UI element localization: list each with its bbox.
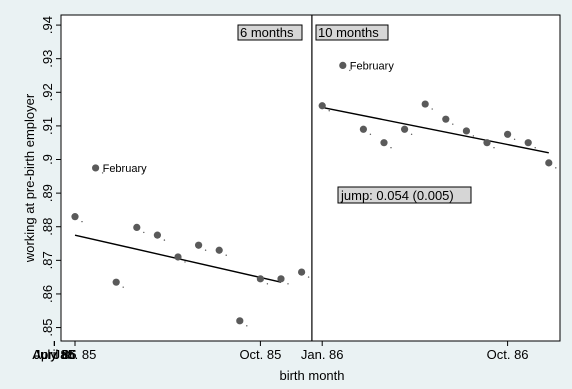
point-shadow <box>246 325 248 327</box>
point-shadow <box>143 231 145 234</box>
label-box-10-months: 10 months <box>315 24 389 41</box>
plot-area <box>60 14 561 342</box>
data-point <box>153 231 161 239</box>
point-shadow <box>493 147 495 149</box>
data-point <box>483 139 491 147</box>
data-point <box>339 61 347 70</box>
data-point <box>92 164 100 172</box>
point-shadow <box>328 110 330 112</box>
data-points <box>71 61 557 327</box>
x-axis-title: birth month <box>279 368 344 383</box>
y-tick-label: .85 <box>40 319 55 337</box>
point-shadow <box>390 147 392 149</box>
data-point <box>174 253 182 261</box>
point-shadow <box>410 133 413 135</box>
data-point <box>277 275 285 283</box>
data-point <box>421 100 429 108</box>
y-tick-label: .89 <box>40 184 55 202</box>
point-shadow <box>266 283 269 285</box>
y-tick-label: .87 <box>40 251 55 269</box>
x-tick-label: July 86 <box>34 347 75 362</box>
x-tick-label: April 86 <box>32 347 76 362</box>
point-shadow <box>472 135 475 137</box>
point-shadow <box>555 167 557 169</box>
x-tick-label: April 85 <box>32 347 76 362</box>
point-shadow <box>534 147 536 149</box>
fit-line <box>322 106 549 154</box>
data-point <box>256 275 264 283</box>
x-tick-label: Jan. 86 <box>301 347 344 362</box>
point-shadow <box>204 249 207 251</box>
data-point <box>236 317 244 325</box>
label-box-jump: jump: 0.054 (0.005) <box>337 186 472 204</box>
data-point <box>524 139 532 147</box>
data-point <box>401 125 409 133</box>
point-shadow <box>349 69 351 72</box>
data-point <box>298 268 306 276</box>
data-point <box>71 213 79 221</box>
y-tick-label: .92 <box>40 83 55 101</box>
x-tick-label: Oct. 86 <box>487 347 529 362</box>
label-10-months: 10 months <box>318 25 379 40</box>
point-shadow <box>163 239 166 241</box>
point-shadow <box>81 220 83 223</box>
y-tick-label: .94 <box>40 16 55 34</box>
data-point <box>195 241 203 249</box>
x-tick-label: Oct. 85 <box>239 347 281 362</box>
point-shadow <box>122 286 124 288</box>
point-shadow <box>184 261 186 263</box>
label-jump: jump: 0.054 (0.005) <box>340 188 454 203</box>
data-point <box>442 115 450 123</box>
y-tick-label: .86 <box>40 285 55 303</box>
data-point <box>112 278 120 286</box>
y-tick-label: .88 <box>40 218 55 236</box>
data-point <box>380 139 388 147</box>
point-shadow <box>431 108 433 110</box>
y-axis: .85 .86 .87 .88 .89 .9 .91 .92 .93 .94 <box>40 16 61 337</box>
y-tick-label: .9 <box>40 154 55 165</box>
label-box-6-months: 6 months <box>237 24 303 41</box>
point-shadow <box>369 133 372 135</box>
data-point <box>504 130 512 138</box>
data-point <box>318 102 326 110</box>
point-shadow <box>287 283 289 285</box>
annotations: February February <box>103 60 395 175</box>
x-tick-label: Jan. 85 <box>54 347 97 362</box>
y-tick-label: .91 <box>40 117 55 135</box>
point-shadow <box>513 138 516 141</box>
data-point <box>462 127 470 135</box>
data-point <box>215 246 223 254</box>
annotation-february: February <box>103 163 148 175</box>
point-shadow <box>225 254 227 256</box>
y-axis-title: working at pre-birth employer <box>22 93 37 263</box>
data-point <box>133 223 141 232</box>
point-shadow <box>452 123 454 125</box>
annotation-february: February <box>350 60 395 72</box>
data-point <box>359 125 367 133</box>
data-point <box>545 159 553 167</box>
x-tick-label: July 85 <box>34 347 75 362</box>
point-shadow <box>307 276 310 278</box>
y-tick-label: .93 <box>40 50 55 68</box>
label-6-months: 6 months <box>240 25 294 40</box>
point-shadow <box>101 172 104 174</box>
